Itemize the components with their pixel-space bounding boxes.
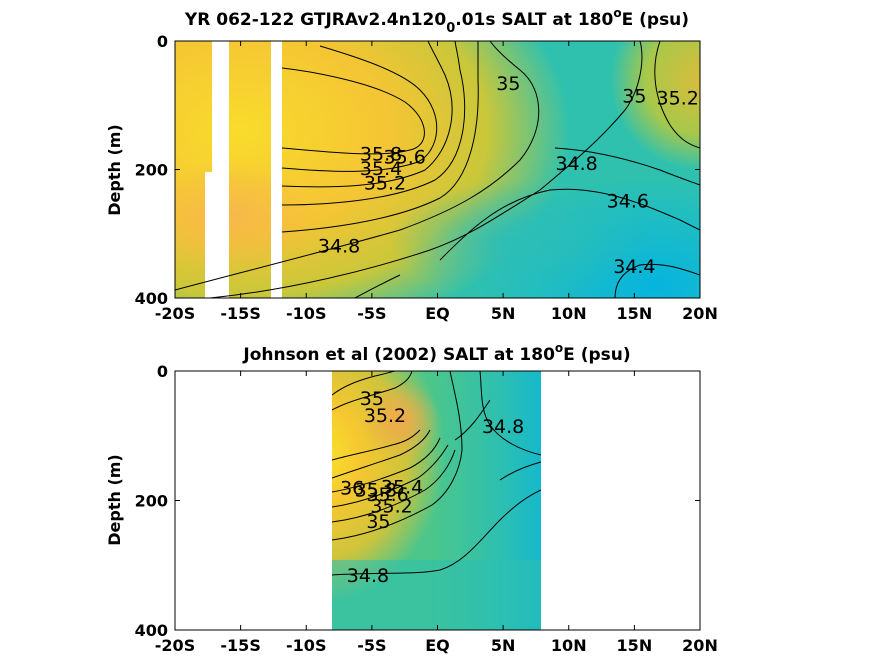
- x-tick-label: 5N: [491, 636, 516, 655]
- x-tick-label: 20N: [682, 636, 718, 655]
- y-tick-label: 400: [135, 289, 168, 308]
- x-tick-label: -10S: [286, 304, 326, 323]
- contour-label: 34.6: [607, 190, 649, 212]
- contour-label: 34.8: [482, 416, 524, 438]
- data-gaps: [205, 41, 282, 299]
- x-tick-label: 5N: [491, 304, 516, 323]
- y-axis-label: Depth (m): [105, 454, 124, 546]
- contour-label: 35.8: [355, 479, 397, 501]
- contour-label: 34.4: [613, 256, 655, 278]
- y-tick-label: 200: [135, 492, 168, 511]
- salinity-field-model: [175, 41, 700, 298]
- contour-label: 35.4: [360, 158, 402, 180]
- x-tick-label: 15N: [617, 636, 653, 655]
- contour-label: 35.4: [381, 476, 423, 498]
- contour-label: 35: [360, 388, 384, 410]
- contour-label: 35.6: [366, 484, 408, 506]
- x-tick-label: -10S: [286, 636, 326, 655]
- y-tick-label: 400: [135, 621, 168, 640]
- x-tick-label: 15N: [617, 304, 653, 323]
- contour-label: 34.8: [347, 565, 389, 587]
- y-tick-label: 0: [157, 32, 168, 51]
- x-tick-label: 10N: [551, 304, 587, 323]
- x-tick-label: -15S: [220, 304, 260, 323]
- contour-label: 34.8: [318, 235, 360, 257]
- x-tick-label: 20N: [682, 304, 718, 323]
- x-tick-label: -5S: [357, 304, 386, 323]
- chart-title: YR 062-122 GTJRAv2.4n1200.01s SALT at 18…: [184, 6, 689, 36]
- contour-label: 35.2: [364, 405, 406, 427]
- salinity-field-observed: [332, 371, 541, 630]
- contour-lines-observed: [332, 371, 541, 576]
- x-tick-label: -20S: [155, 636, 195, 655]
- contour-label: 35: [496, 73, 520, 95]
- x-tick-label: -20S: [155, 304, 195, 323]
- axis-ticks: -20S -15S -10S -5S EQ 5N 10N 15N 20N 0 200 400: [135, 362, 718, 655]
- contour-label: 35: [366, 511, 390, 533]
- x-tick-label: EQ: [425, 304, 450, 323]
- contour-label: 35.2: [364, 172, 406, 194]
- y-axis-label: Depth (m): [105, 124, 124, 216]
- axis-ticks: -20S -15S -10S -5S EQ 5N 10N 15N 20N 0 200 400: [135, 32, 718, 323]
- contour-lines-model: [175, 41, 700, 298]
- contour-label: 36: [340, 478, 364, 500]
- y-tick-label: 200: [135, 161, 168, 180]
- contour-label: 35.6: [384, 147, 426, 169]
- contour-label: 34.8: [555, 153, 597, 175]
- contour-label: 35.2: [657, 88, 699, 110]
- contour-label: 35.8: [360, 143, 402, 165]
- y-tick-label: 0: [157, 362, 168, 381]
- x-tick-label: -5S: [357, 636, 386, 655]
- chart-title: Johnson et al (2002) SALT at 180oE (psu): [242, 341, 630, 365]
- x-tick-label: 10N: [551, 636, 587, 655]
- contour-label: 35: [622, 86, 646, 108]
- contour-label: 35.2: [370, 496, 412, 518]
- x-tick-label: EQ: [425, 636, 450, 655]
- x-tick-label: -15S: [220, 636, 260, 655]
